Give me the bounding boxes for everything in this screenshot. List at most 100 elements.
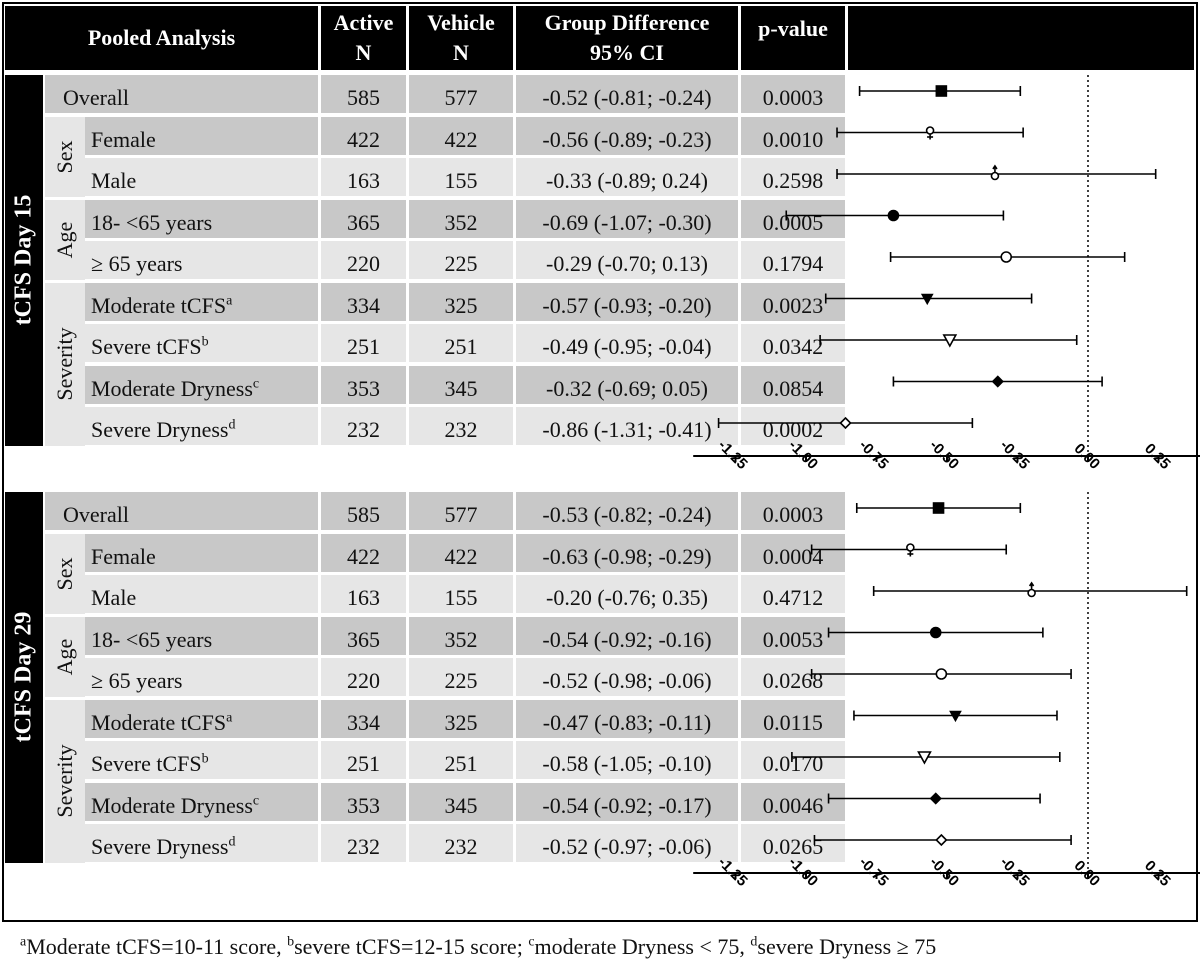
row-label-text: Moderate tCFSa [91, 709, 233, 735]
header-vehicle-l1: Vehicle [427, 10, 495, 35]
p-value-cell: 0.0023 [741, 282, 845, 321]
vehicle-n-cell: 155 [409, 158, 513, 196]
vehicle-n-cell: 345 [409, 782, 513, 821]
row-label-footnote-mark: b [201, 751, 209, 767]
header-pooled-analysis-label: Pooled Analysis [87, 25, 236, 50]
group-difference-cell: -0.57 (-0.93; -0.20) [516, 282, 738, 321]
row-label: Moderate Drynessc [85, 782, 318, 821]
vehicle-n-cell: 325 [409, 699, 513, 738]
p-value-cell: 0.0265 [741, 824, 845, 862]
row-label-footnote-mark: c [252, 793, 260, 809]
group-label-text: Age [52, 638, 77, 675]
section-title-bar: tCFS Day 29 [5, 492, 43, 863]
group-difference-cell: -0.29 (-0.70; 0.13) [516, 241, 738, 279]
footnote-text: severe Dryness ≥ 75 [757, 934, 937, 959]
active-n-cell: 585 [321, 75, 406, 113]
active-n-cell: 353 [321, 365, 406, 404]
header-vehicle-n: Vehicle N [409, 6, 513, 70]
group-label-severity: Severity [45, 282, 85, 446]
vehicle-n-cell: 155 [409, 575, 513, 613]
group-label-severity: Severity [45, 699, 85, 863]
vehicle-n-cell: 422 [409, 533, 513, 572]
row-label-text: Female [91, 126, 156, 152]
row-label-text: 18- <65 years [91, 626, 213, 652]
header-pvalue-label: p-value [758, 16, 828, 41]
row-label: Moderate Drynessc [85, 365, 318, 404]
group-difference-cell: -0.58 (-1.05; -0.10) [516, 741, 738, 779]
group-label-sex: Sex [45, 533, 85, 614]
active-n-cell: 422 [321, 116, 406, 155]
active-n-cell: 163 [321, 575, 406, 613]
group-difference-cell: -0.20 (-0.76; 0.35) [516, 575, 738, 613]
row-label-text: Overall [63, 85, 129, 110]
vehicle-n-cell: 232 [409, 824, 513, 862]
group-difference-cell: -0.49 (-0.95; -0.04) [516, 324, 738, 362]
header-p-value: p-value [741, 6, 845, 70]
vehicle-n-cell: 352 [409, 199, 513, 238]
active-n-cell: 422 [321, 533, 406, 572]
header-vehicle-l2: N [453, 40, 469, 65]
row-label: Severe Drynessd [85, 407, 318, 445]
footnote: aModerate tCFS=10-11 score, bsevere tCFS… [20, 934, 936, 960]
row-label-text: Moderate tCFSa [91, 292, 233, 318]
group-label-text: Severity [52, 744, 77, 818]
group-difference-cell: -0.52 (-0.81; -0.24) [516, 75, 738, 113]
group-difference-cell: -0.52 (-0.98; -0.06) [516, 658, 738, 696]
active-n-cell: 585 [321, 492, 406, 530]
row-label: Severe Drynessd [85, 824, 318, 862]
section-title: tCFS Day 29 [10, 611, 37, 743]
p-value-cell: 0.1794 [741, 241, 845, 279]
row-label-footnote-mark: a [226, 710, 233, 726]
row-label-text: ≥ 65 years [91, 668, 183, 693]
group-difference-cell: -0.32 (-0.69; 0.05) [516, 365, 738, 404]
row-label: Overall [45, 492, 318, 530]
row-label-text: Severe Drynessd [91, 417, 236, 442]
header-active-l2: N [355, 40, 372, 65]
row-label-footnote-mark: d [228, 417, 236, 433]
row-label: Male [85, 575, 318, 613]
row-label: Moderate tCFSa [85, 699, 318, 738]
active-n-cell: 334 [321, 699, 406, 738]
active-n-cell: 365 [321, 199, 406, 238]
p-value-cell: 0.0342 [741, 324, 845, 362]
active-n-cell: 220 [321, 658, 406, 696]
row-label: Severe tCFSb [85, 324, 318, 362]
row-label: Severe tCFSb [85, 741, 318, 779]
section-title-bar: tCFS Day 15 [5, 75, 43, 446]
header-plot-area [848, 6, 1194, 70]
vehicle-n-cell: 422 [409, 116, 513, 155]
vehicle-n-cell: 225 [409, 658, 513, 696]
row-label-text: Severe tCFSb [91, 334, 209, 359]
header-active-n: Active N [321, 6, 406, 70]
group-difference-cell: -0.63 (-0.98; -0.29) [516, 533, 738, 572]
row-label: Male [85, 158, 318, 196]
group-difference-cell: -0.56 (-0.89; -0.23) [516, 116, 738, 155]
vehicle-n-cell: 251 [409, 324, 513, 362]
footnote-text: Moderate tCFS=10-11 score, [26, 934, 288, 959]
figure-frame [2, 2, 1198, 922]
row-label: ≥ 65 years [85, 658, 318, 696]
group-label-age: Age [45, 199, 85, 280]
p-value-cell: 0.2598 [741, 158, 845, 196]
header-group-difference: Group Difference 95% CI [516, 6, 738, 70]
row-label-footnote-mark: a [226, 293, 233, 309]
row-label-text: Severe Drynessd [91, 834, 236, 859]
header-pooled-analysis: Pooled Analysis [5, 6, 318, 70]
group-difference-cell: -0.69 (-1.07; -0.30) [516, 199, 738, 238]
row-label: 18- <65 years [85, 199, 318, 238]
footnote-mark: c [528, 934, 535, 950]
row-label-footnote-mark: b [201, 334, 209, 350]
group-label-text: Severity [52, 327, 77, 401]
p-value-cell: 0.0010 [741, 116, 845, 155]
header-diff-l1: Group Difference [544, 10, 710, 35]
active-n-cell: 251 [321, 741, 406, 779]
group-label-sex: Sex [45, 116, 85, 197]
group-label-age: Age [45, 616, 85, 697]
active-n-cell: 220 [321, 241, 406, 279]
group-difference-cell: -0.33 (-0.89; 0.24) [516, 158, 738, 196]
p-value-cell: 0.0004 [741, 533, 845, 572]
p-value-cell: 0.0046 [741, 782, 845, 821]
row-label-text: Male [91, 168, 137, 193]
row-label-text: Moderate Drynessc [91, 375, 260, 401]
p-value-cell: 0.0003 [741, 75, 845, 113]
